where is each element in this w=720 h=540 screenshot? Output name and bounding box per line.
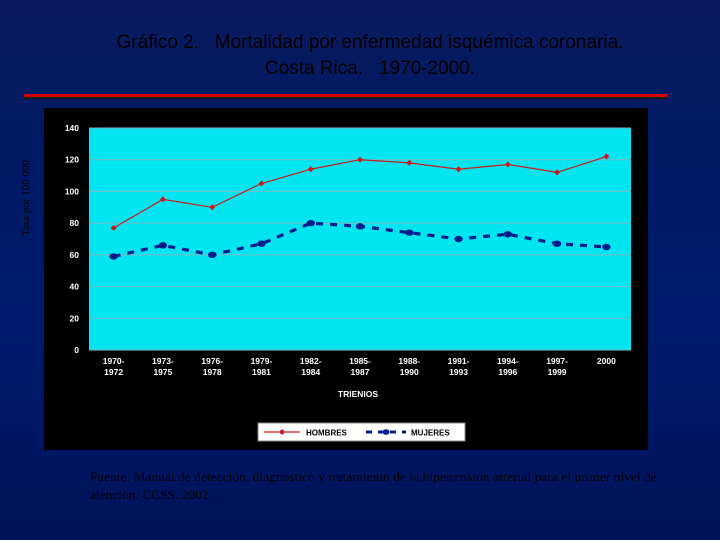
y-tick-label: 80 xyxy=(70,218,80,228)
y-tick-label: 140 xyxy=(65,123,79,133)
x-tick-label-part: 1999 xyxy=(548,367,567,377)
x-tick-label-part: 1991- xyxy=(448,356,470,366)
x-tick-label-part: 1976- xyxy=(201,356,223,366)
x-tick-label: 1991-1993 xyxy=(448,356,470,377)
chart-title: Gráfico 2. Mortalidad por enfermedad isq… xyxy=(40,30,700,82)
x-tick-label-part: 1982- xyxy=(300,356,322,366)
data-point-mujeres xyxy=(158,242,168,249)
data-point-hombres xyxy=(554,169,561,176)
x-tick-label: 1976-1978 xyxy=(201,356,223,377)
x-tick-label-part: 2000 xyxy=(597,356,616,366)
x-tick-label-part: 1970- xyxy=(103,356,125,366)
x-tick-label-part: 1973- xyxy=(152,356,174,366)
data-point-mujeres xyxy=(257,240,266,247)
data-point-mujeres xyxy=(306,219,315,227)
x-axis-title: TRIENIOS xyxy=(338,389,378,399)
data-point-mujeres xyxy=(602,243,611,251)
x-tick-label: 1970-1972 xyxy=(103,356,125,377)
x-tick-label-part: 1997- xyxy=(546,356,568,366)
data-point-mujeres xyxy=(405,229,414,236)
legend-label-mujeres: MUJERES xyxy=(411,429,450,438)
x-tick-label-part: 1978 xyxy=(203,367,222,377)
source-note: Fuente: Manual de detección, diagnóstico… xyxy=(90,469,657,502)
legend-marker-mujeres xyxy=(382,429,390,435)
data-point-hombres xyxy=(603,153,610,160)
x-tick-label: 2000 xyxy=(597,356,616,366)
x-tick-label: 1985-1987 xyxy=(349,356,371,377)
y-axis-label-text: Tasa por 100 000 xyxy=(20,160,32,236)
legend: HOMBRES MUJERES xyxy=(257,422,466,442)
y-tick-label: 60 xyxy=(70,250,80,260)
x-tick-label-part: 1981 xyxy=(252,367,271,377)
data-point-hombres xyxy=(110,224,117,231)
data-point-hombres xyxy=(307,166,314,173)
x-tick-label: 1982-1984 xyxy=(300,356,322,377)
y-tick-label: 100 xyxy=(65,186,79,196)
x-tick-label: 1997-1999 xyxy=(546,356,568,377)
x-tick-label-part: 1985- xyxy=(349,356,371,366)
x-tick-label-part: 1990 xyxy=(400,367,419,377)
data-point-hombres xyxy=(455,166,462,173)
data-point-hombres xyxy=(357,156,363,163)
x-tick-label-part: 1972 xyxy=(104,367,123,377)
legend-label-hombres: HOMBRES xyxy=(306,429,348,438)
x-tick-label-part: 1996 xyxy=(498,367,517,377)
y-tick-label: 20 xyxy=(70,313,80,323)
data-point-mujeres xyxy=(109,253,118,260)
x-tick-label: 1979-1981 xyxy=(251,356,273,377)
data-point-mujeres xyxy=(355,223,365,230)
x-tick-label: 1973-1975 xyxy=(152,356,174,377)
x-tick-label-part: 1979- xyxy=(251,356,273,366)
title-divider xyxy=(24,94,668,97)
x-tick-label: 1988-1990 xyxy=(398,356,420,377)
data-point-mujeres xyxy=(552,240,562,247)
x-tick-label-part: 1975 xyxy=(153,367,172,377)
chart: 0 20 40 60 80 100 120 140 1970-1972 1973-1975 1976… xyxy=(44,108,648,450)
data-point-hombres xyxy=(258,180,265,187)
legend-box xyxy=(257,422,466,442)
data-point-hombres xyxy=(159,196,166,203)
y-tick-label: 0 xyxy=(74,345,79,355)
data-point-hombres xyxy=(209,204,216,211)
x-tick-label-part: 1984 xyxy=(301,367,320,377)
y-tick-label: 120 xyxy=(65,155,79,165)
x-tick-label-part: 1987 xyxy=(351,367,370,377)
x-tick-label: 1994-1996 xyxy=(497,356,519,377)
x-tick-label-part: 1993 xyxy=(449,367,468,377)
data-point-hombres xyxy=(406,159,413,166)
data-point-hombres xyxy=(504,161,511,168)
data-point-mujeres xyxy=(207,251,217,259)
x-tick-label-part: 1988- xyxy=(398,356,420,366)
y-tick-label: 40 xyxy=(70,282,80,292)
data-point-mujeres xyxy=(454,235,463,243)
chart-title-line2: Costa Rica. 1970-2000. xyxy=(264,58,476,79)
chart-title-line1: Gráfico 2. Mortalidad por enfermedad isq… xyxy=(116,32,624,53)
data-point-mujeres xyxy=(503,231,513,238)
legend-marker-hombres xyxy=(279,429,285,435)
x-tick-label-part: 1994- xyxy=(497,356,519,366)
